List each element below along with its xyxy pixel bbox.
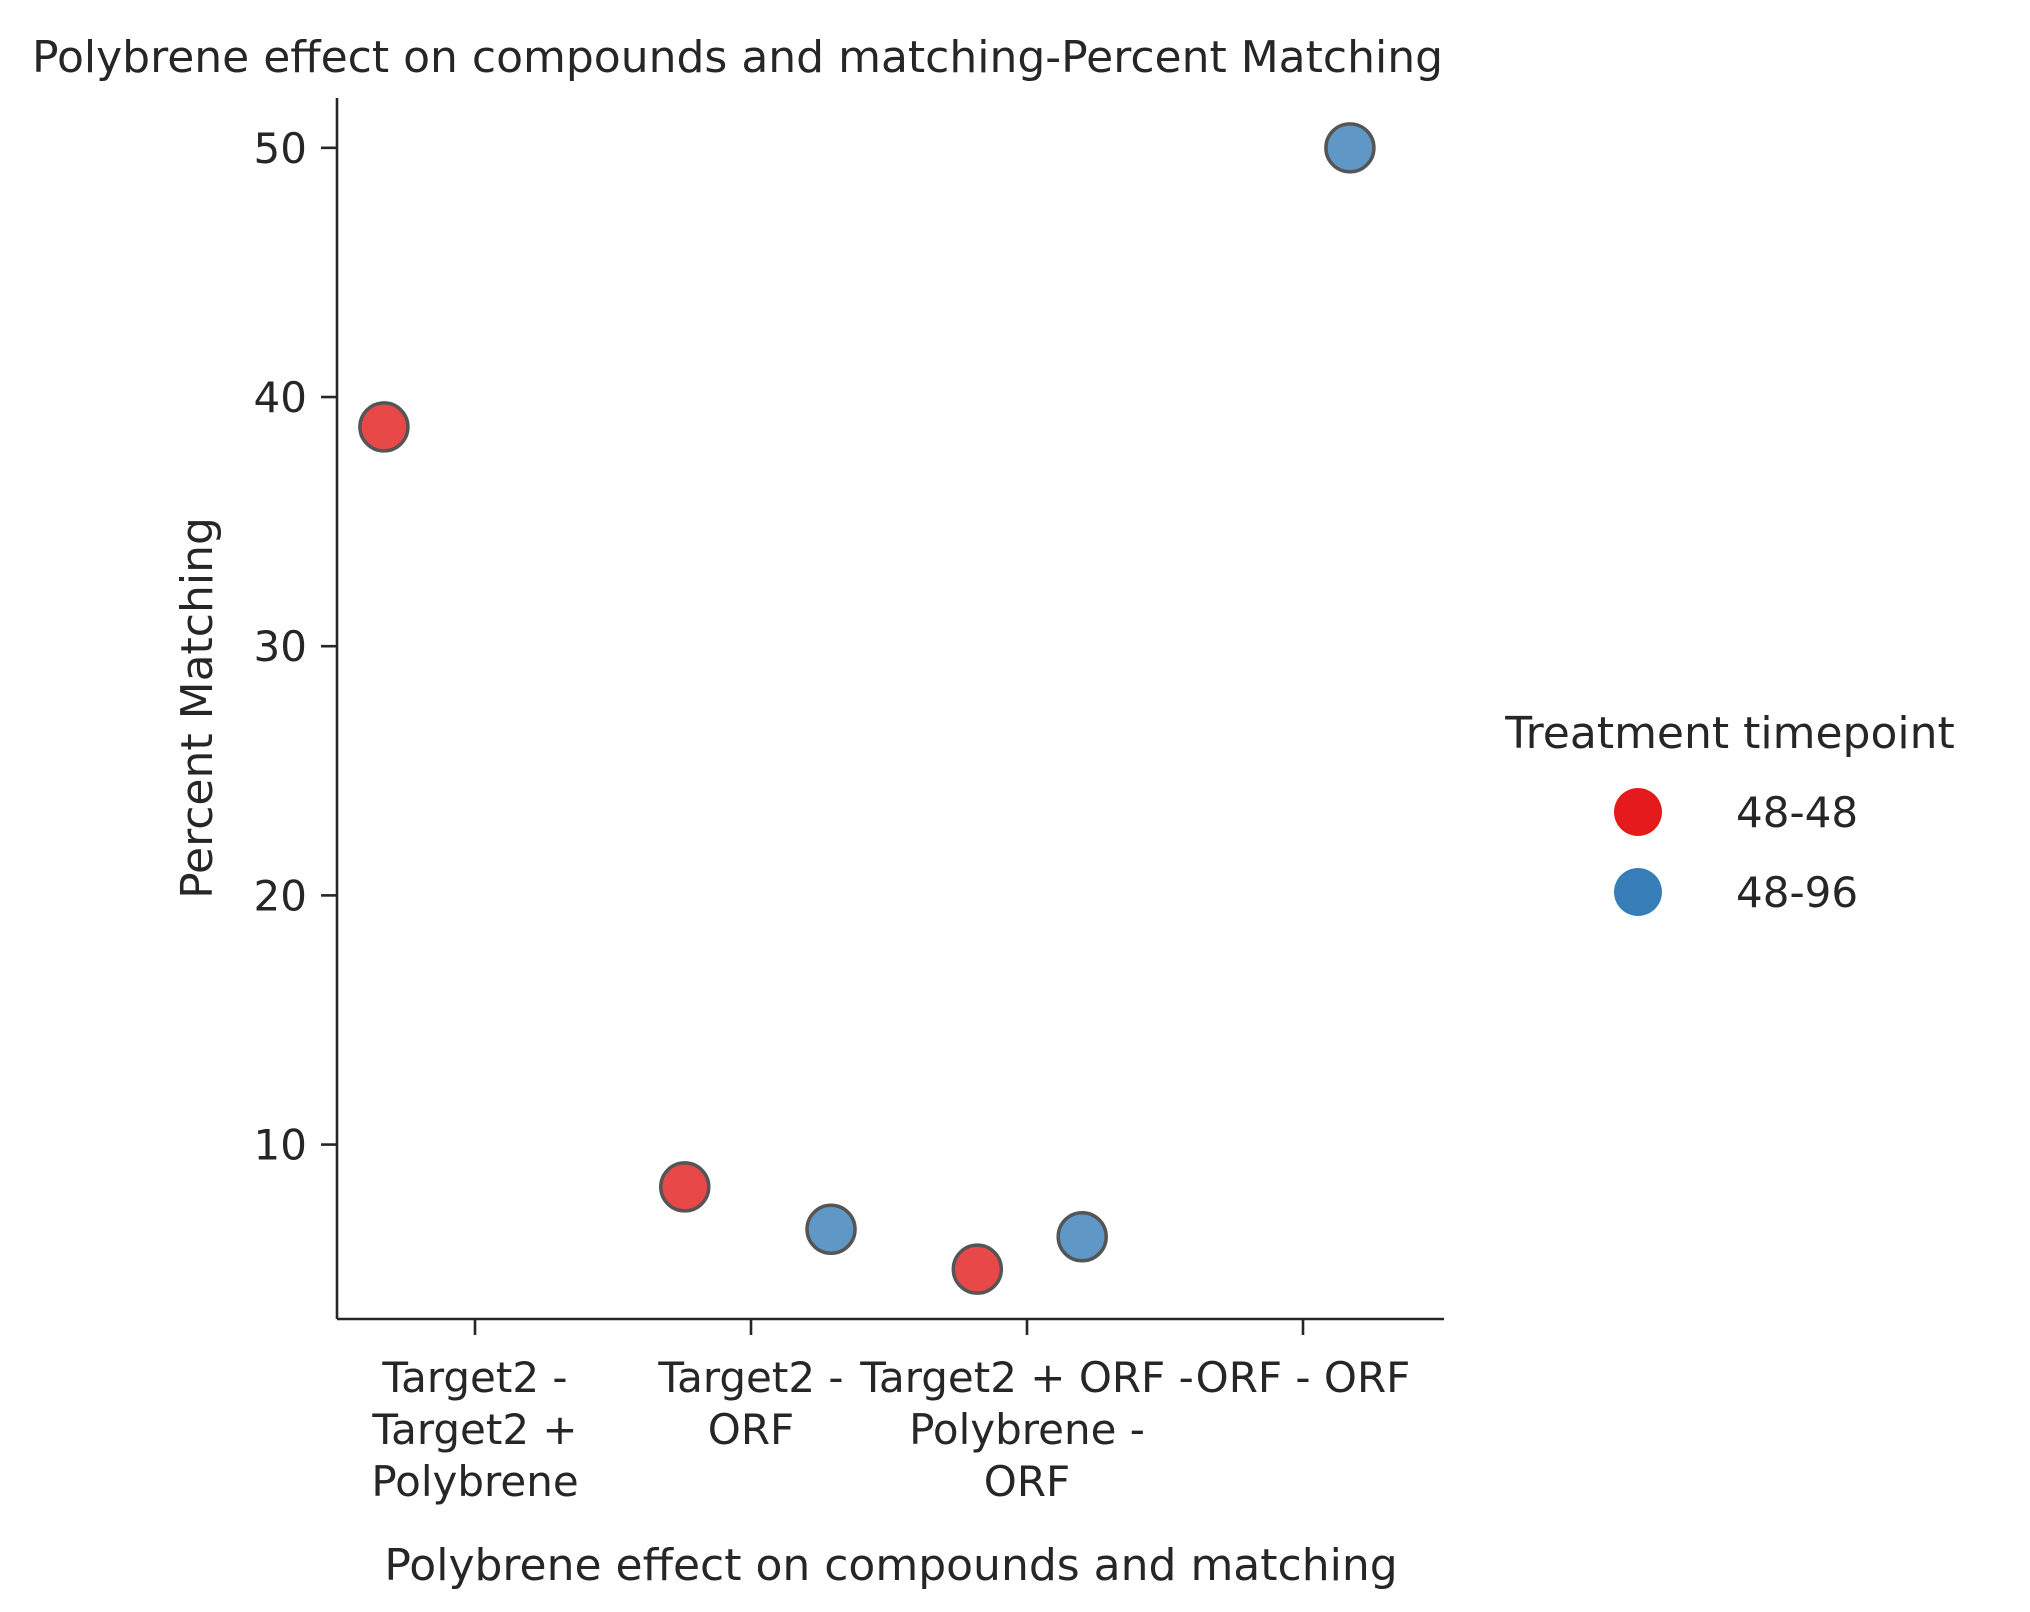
legend-entries: 48-48 48-96 xyxy=(1614,788,1858,917)
data-point xyxy=(659,1161,711,1213)
legend-label: 48-96 xyxy=(1736,868,1858,917)
y-axis-label: Percent Matching xyxy=(172,517,223,899)
x-tick-label: Target2 + xyxy=(371,1405,577,1454)
legend-label: 48-48 xyxy=(1736,788,1858,837)
data-point xyxy=(1056,1211,1108,1263)
data-point xyxy=(951,1243,1004,1295)
x-tick-label: Target2 - xyxy=(381,1353,567,1402)
legend-marker xyxy=(1614,788,1662,836)
x-tick-label: Polybrene - xyxy=(909,1405,1145,1454)
legend: Treatment timepoint 48-48 48-96 xyxy=(1504,708,1955,917)
data-point xyxy=(805,1203,857,1256)
x-tick-label: Polybrene xyxy=(371,1457,578,1506)
y-tick-label: 10 xyxy=(254,1121,307,1170)
data-point xyxy=(358,401,410,453)
x-axis-label: Polybrene effect on compounds and matchi… xyxy=(384,1540,1397,1591)
data-points xyxy=(358,122,1376,1295)
x-tick-label: ORF - ORF xyxy=(1196,1353,1411,1402)
x-tick-label: Target2 + ORF - xyxy=(859,1353,1193,1402)
x-tick-label: ORF xyxy=(708,1405,794,1454)
data-point xyxy=(1324,122,1376,174)
y-tick-label: 30 xyxy=(254,622,307,671)
y-tick-label: 40 xyxy=(254,373,307,422)
x-tick-label: ORF xyxy=(984,1457,1070,1506)
chart-title: Polybrene effect on compounds and matchi… xyxy=(32,32,1443,83)
y-tick-label: 20 xyxy=(254,871,307,920)
y-ticks: 10 20 30 40 50 xyxy=(254,124,337,1170)
legend-title: Treatment timepoint xyxy=(1504,708,1955,759)
x-tick-label: Target2 - xyxy=(657,1353,843,1402)
y-tick-label: 50 xyxy=(254,124,307,173)
legend-marker xyxy=(1614,868,1662,916)
